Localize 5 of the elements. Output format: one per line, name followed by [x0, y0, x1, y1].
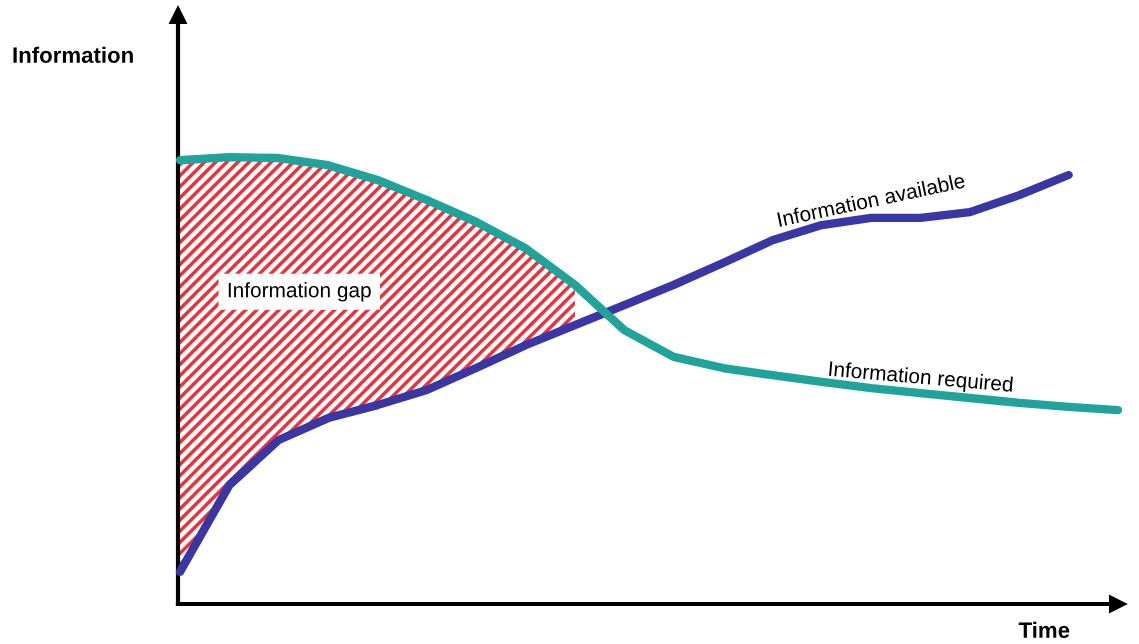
y-axis-title: Information	[13, 46, 133, 63]
x-axis-title: Time	[1018, 621, 1070, 638]
series-label: Information required	[828, 360, 1013, 396]
text: Information available	[777, 172, 966, 227]
annotation: Information gap	[228, 282, 371, 302]
